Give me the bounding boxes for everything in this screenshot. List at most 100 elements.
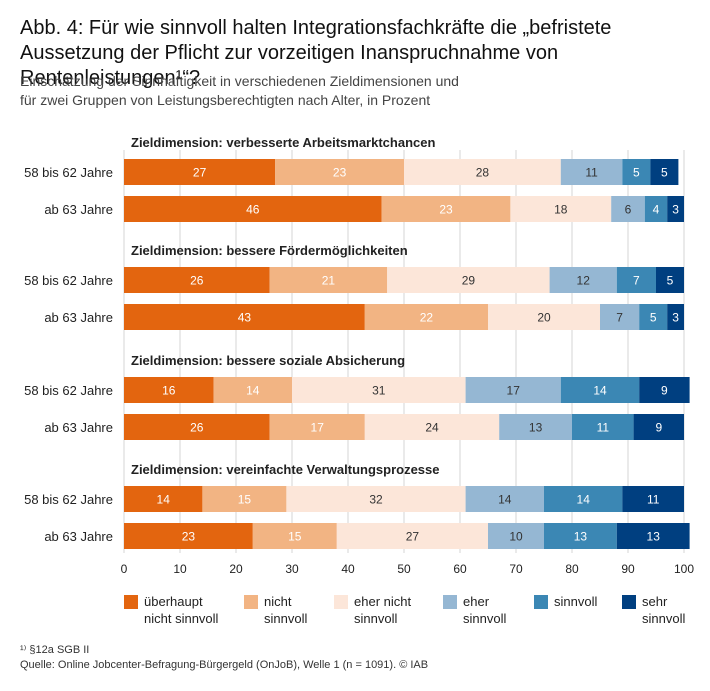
bar-segment xyxy=(124,377,214,403)
bar-segment xyxy=(600,304,640,330)
data-label: 27 xyxy=(193,166,207,180)
bar-segment xyxy=(499,414,572,440)
legend-label: eher nicht sinnvoll xyxy=(354,593,444,627)
row-label: 58 bis 62 Jahre xyxy=(24,165,113,180)
bar-segment xyxy=(549,267,617,293)
data-label: 13 xyxy=(529,421,543,435)
subtitle-line-2: für zwei Gruppen von Leistungsberechtigt… xyxy=(20,92,431,108)
row-label: ab 63 Jahre xyxy=(44,420,113,435)
bar-segment xyxy=(560,377,640,403)
bar-segment xyxy=(336,523,488,549)
bar-segment xyxy=(124,159,276,185)
data-label: 5 xyxy=(633,166,640,180)
data-label: 17 xyxy=(311,421,325,435)
legend-label: sehr sinnvoll xyxy=(642,593,710,627)
legend-label: nicht sinnvoll xyxy=(264,593,354,627)
bar-segment xyxy=(124,414,270,440)
legend-swatch xyxy=(124,595,138,609)
row-label: ab 63 Jahre xyxy=(44,202,113,217)
bar-segment xyxy=(544,523,617,549)
bar-segment xyxy=(644,196,668,222)
bar-segment xyxy=(269,414,365,440)
bar-segment xyxy=(404,159,561,185)
row-label: ab 63 Jahre xyxy=(44,310,113,325)
data-label: 10 xyxy=(509,530,523,544)
bar-segment xyxy=(387,267,550,293)
data-label: 23 xyxy=(182,530,196,544)
x-tick-label: 50 xyxy=(397,562,411,576)
data-label: 15 xyxy=(238,493,252,507)
bar-segment xyxy=(544,486,623,512)
bar-segment xyxy=(381,196,511,222)
bar-segment xyxy=(213,377,292,403)
data-label: 14 xyxy=(246,384,260,398)
bar-segment xyxy=(560,159,623,185)
data-label: 6 xyxy=(625,203,632,217)
data-label: 17 xyxy=(507,384,521,398)
group-title: Zieldimension: verbesserte Arbeitsmarktc… xyxy=(131,135,435,150)
data-label: 9 xyxy=(655,421,662,435)
x-tick-label: 10 xyxy=(173,562,187,576)
legend-label-line: sinnvoll xyxy=(554,594,598,609)
bar-segment xyxy=(616,267,656,293)
group-title: Zieldimension: bessere Fördermöglichkeit… xyxy=(131,243,408,258)
group-title: Zieldimension: bessere soziale Absicheru… xyxy=(131,353,405,368)
data-label: 23 xyxy=(439,203,453,217)
legend-label: überhaupt nicht sinnvoll xyxy=(144,593,234,627)
legend-swatch xyxy=(334,595,348,609)
bar-segment xyxy=(124,486,203,512)
data-label: 16 xyxy=(162,384,176,398)
bar-segment xyxy=(639,304,668,330)
x-tick-label: 30 xyxy=(285,562,299,576)
bar-segment xyxy=(572,414,634,440)
data-label: 13 xyxy=(574,530,588,544)
bar-segment xyxy=(124,267,270,293)
legend-label-line: überhaupt xyxy=(144,594,203,609)
data-label: 29 xyxy=(462,274,476,288)
bar-segment xyxy=(611,196,645,222)
x-tick-label: 70 xyxy=(509,562,523,576)
data-label: 14 xyxy=(593,384,607,398)
x-tick-label: 90 xyxy=(621,562,635,576)
bar-segment xyxy=(124,196,382,222)
bar-segment xyxy=(488,523,544,549)
data-label: 32 xyxy=(369,493,383,507)
chart-subtitle: Einschätzung der Sinnhaftigkeit in versc… xyxy=(20,72,680,110)
source-note: Quelle: Online Jobcenter-Befragung-Bürge… xyxy=(20,659,429,671)
legend-label: eher sinnvoll xyxy=(463,593,553,627)
legend-label: sinnvoll xyxy=(554,593,644,610)
data-label: 23 xyxy=(333,166,347,180)
data-label: 18 xyxy=(554,203,568,217)
data-label: 11 xyxy=(597,421,610,435)
bar-segment xyxy=(124,304,365,330)
x-tick-label: 20 xyxy=(229,562,243,576)
data-label: 5 xyxy=(667,274,674,288)
bar-segment xyxy=(124,523,253,549)
data-label: 7 xyxy=(633,274,640,288)
data-label: 26 xyxy=(190,274,204,288)
data-label: 13 xyxy=(647,530,661,544)
bar-segment xyxy=(633,414,684,440)
data-label: 15 xyxy=(288,530,302,544)
x-tick-label: 60 xyxy=(453,562,467,576)
data-label: 26 xyxy=(190,421,204,435)
legend-label-line: nicht xyxy=(264,594,292,609)
data-label: 11 xyxy=(647,493,660,507)
legend-label-line: sinnvoll xyxy=(463,611,507,626)
data-label: 22 xyxy=(420,311,434,325)
legend-swatch xyxy=(622,595,636,609)
bar-segment xyxy=(616,523,690,549)
bar-segment xyxy=(656,267,684,293)
data-label: 31 xyxy=(372,384,386,398)
bar-segment xyxy=(622,486,684,512)
legend-swatch xyxy=(443,595,457,609)
data-label: 14 xyxy=(498,493,512,507)
bar-segment xyxy=(667,304,684,330)
legend-label-line: sehr xyxy=(642,594,668,609)
legend-label-line: eher nicht xyxy=(354,594,412,609)
bar-segment xyxy=(269,267,388,293)
data-label: 20 xyxy=(537,311,551,325)
legend-swatch xyxy=(244,595,258,609)
bar-segment xyxy=(292,377,466,403)
